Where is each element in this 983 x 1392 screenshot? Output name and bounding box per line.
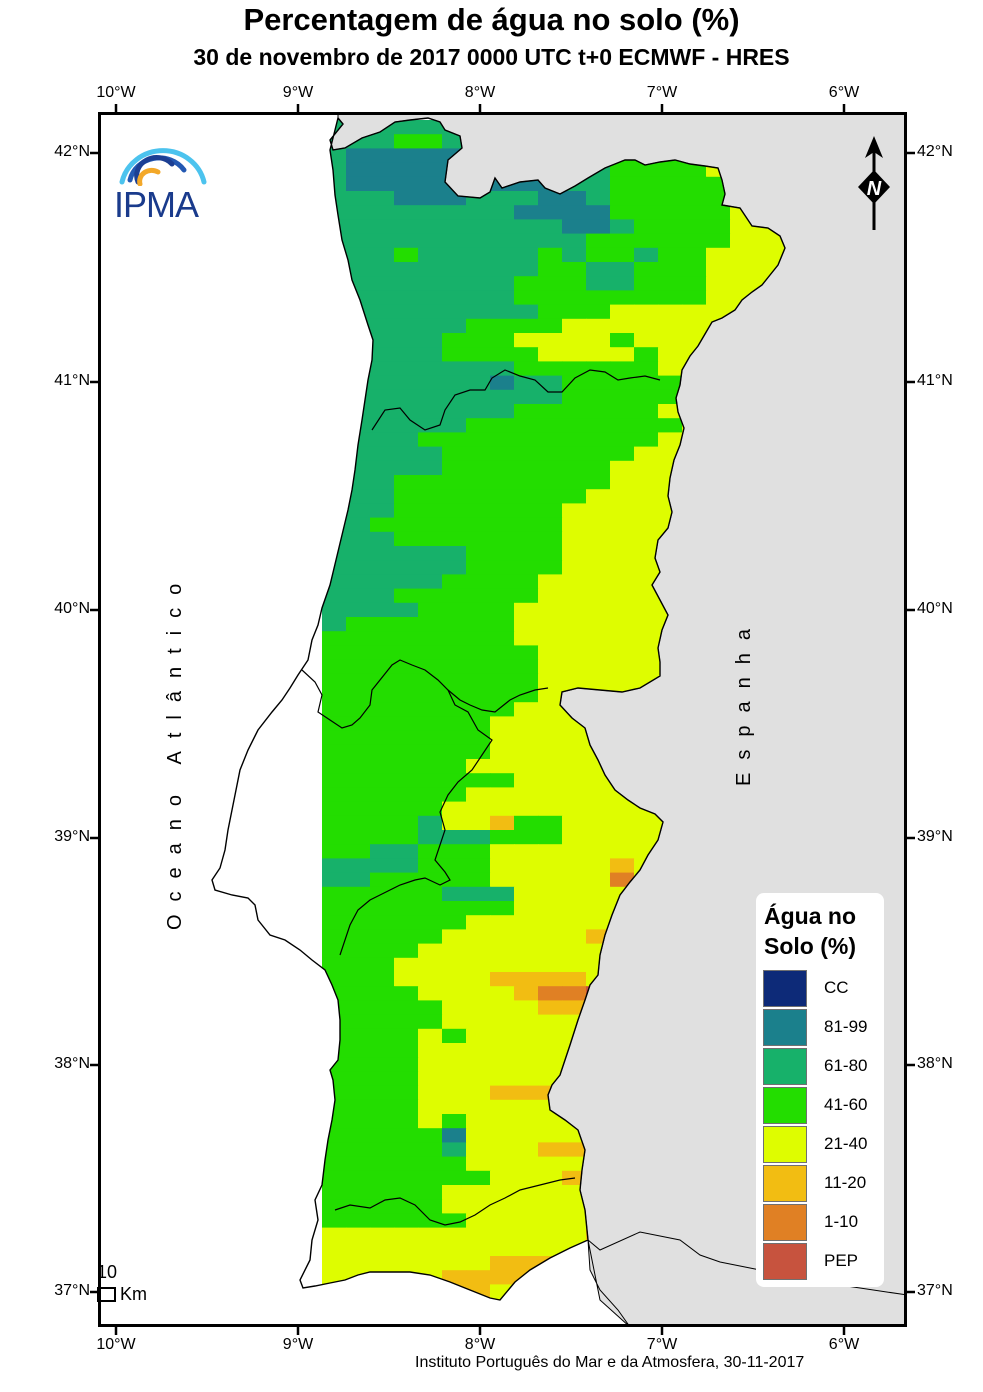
scale-value: 10 (97, 1262, 118, 1282)
legend-label: 21-40 (824, 1134, 868, 1153)
latitude-tick-label: 39°N (54, 828, 90, 845)
legend-swatch (763, 1243, 807, 1280)
latitude-tick-label: 37°N (917, 1282, 953, 1299)
north-arrow-icon: N (858, 136, 890, 230)
ipma-logo: IPMA (112, 136, 212, 226)
legend-label: 81-99 (824, 1017, 868, 1036)
ipma-arc-icon (119, 148, 207, 187)
legend-title-line1: Água no (764, 903, 856, 929)
legend: Água no Solo (%) CC 81-99 61-80 41-60 21-40 1… (756, 893, 884, 1287)
longitude-tick-label: 9°W (282, 84, 314, 101)
longitude-tick-label: 7°W (646, 84, 678, 101)
latitude-tick-label: 41°N (54, 372, 90, 389)
latitude-tick-label: 41°N (917, 372, 953, 389)
scale-box (97, 1287, 116, 1302)
latitude-tick-label: 40°N (54, 600, 90, 617)
legend-label: 61-80 (824, 1056, 868, 1075)
longitude-tick-label: 8°W (464, 84, 496, 101)
legend-title-line2: Solo (%) (764, 933, 856, 959)
longitude-tick-label: 7°W (646, 1336, 678, 1353)
longitude-tick-label: 10°W (96, 1336, 136, 1353)
legend-swatch (763, 1009, 807, 1046)
chart-title: Percentagem de água no solo (%) (243, 2, 740, 37)
north-arrow: N (854, 134, 894, 234)
legend-title: Água no Solo (%) (764, 901, 856, 961)
legend-swatch (763, 1087, 807, 1124)
credit-text: Instituto Português do Mar e da Atmosfer… (415, 1354, 805, 1371)
longitude-tick-label: 8°W (464, 1336, 496, 1353)
latitude-tick-label: 38°N (917, 1055, 953, 1072)
legend-swatch (763, 1048, 807, 1085)
ocean-label: Oceano Atlântico (164, 570, 186, 930)
latitude-tick-label: 38°N (54, 1055, 90, 1072)
legend-label: 1-10 (824, 1212, 859, 1231)
longitude-tick-label: 6°W (828, 84, 860, 101)
ipma-logo-text: IPMA (114, 184, 199, 225)
svg-text:N: N (867, 178, 882, 200)
longitude-tick-label: 9°W (282, 1336, 314, 1353)
legend-swatch (763, 970, 807, 1007)
latitude-tick-label: 42°N (917, 143, 953, 160)
latitude-tick-label: 37°N (54, 1282, 90, 1299)
legend-swatch (763, 1165, 807, 1202)
legend-label: PEP (824, 1251, 859, 1270)
legend-swatch (763, 1126, 807, 1163)
spain-label: Espanha (733, 616, 755, 786)
legend-label: CC (824, 978, 849, 997)
longitude-tick-label: 10°W (96, 84, 136, 101)
legend-label: 11-20 (824, 1173, 867, 1192)
scale-unit: Km (120, 1284, 147, 1304)
legend-swatch (763, 1204, 807, 1241)
latitude-tick-label: 42°N (54, 143, 90, 160)
latitude-tick-label: 39°N (917, 828, 953, 845)
chart-subtitle: 30 de novembro de 2017 0000 UTC t+0 ECMW… (193, 44, 790, 70)
longitude-tick-label: 6°W (828, 1336, 860, 1353)
latitude-tick-label: 40°N (917, 600, 953, 617)
legend-label: 41-60 (824, 1095, 868, 1114)
